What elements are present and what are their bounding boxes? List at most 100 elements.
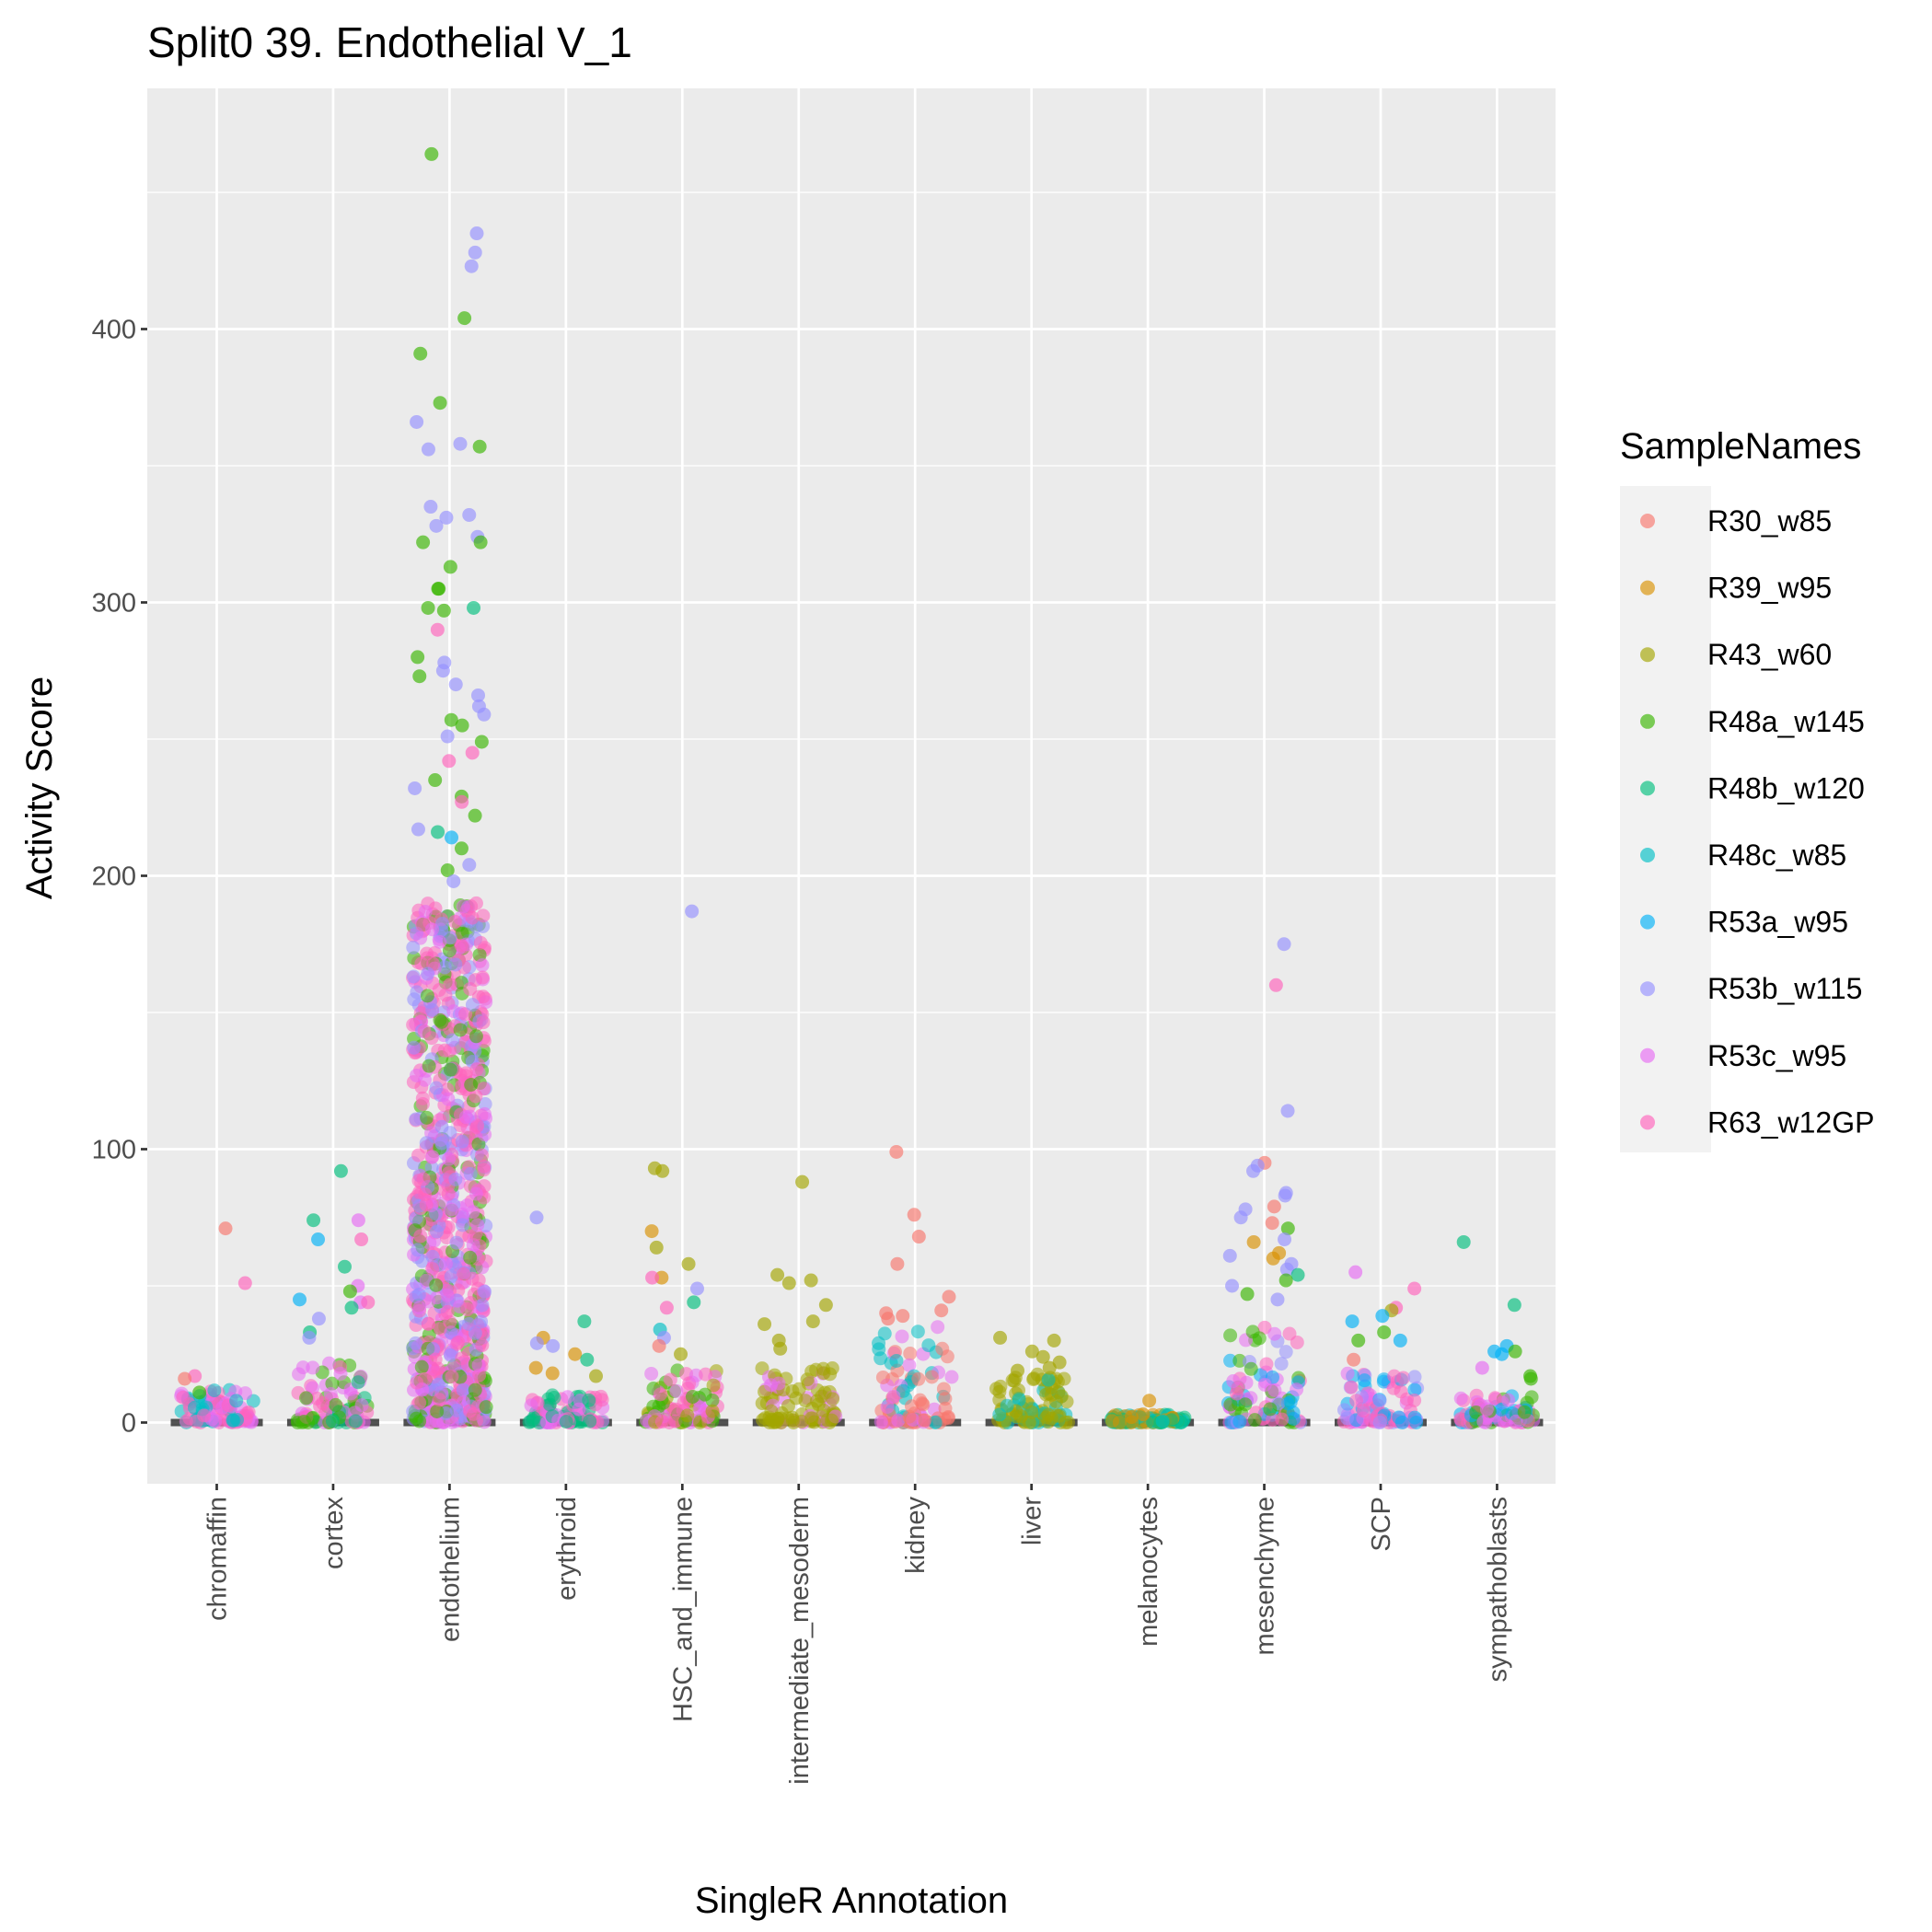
point-erythroid xyxy=(528,1360,543,1375)
point-endothelium xyxy=(409,1411,423,1426)
point-endothelium xyxy=(457,311,472,326)
y-tick-label: 100 xyxy=(92,1136,136,1165)
point-endothelium xyxy=(458,1007,473,1022)
point-endothelium xyxy=(408,781,422,795)
point-endothelium xyxy=(463,981,478,996)
point-endothelium xyxy=(420,989,434,1003)
point-endothelium xyxy=(438,1256,453,1271)
point-endothelium xyxy=(472,439,487,454)
point-endothelium xyxy=(406,940,421,954)
point-endothelium xyxy=(410,1068,424,1082)
point-hsc-and-immune xyxy=(659,1301,674,1315)
point-liver xyxy=(1013,1409,1028,1424)
point-kidney xyxy=(896,1309,910,1324)
point-mesenchyme xyxy=(1232,1414,1247,1429)
point-endothelium xyxy=(421,966,435,981)
point-liver xyxy=(1024,1344,1039,1359)
point-scp xyxy=(1407,1370,1422,1384)
point-hsc-and-immune xyxy=(669,1383,684,1398)
point-mesenchyme xyxy=(1263,1402,1278,1417)
point-intermediate-mesoderm xyxy=(824,1413,839,1428)
point-endothelium xyxy=(453,436,468,451)
point-intermediate-mesoderm xyxy=(755,1396,769,1411)
point-scp xyxy=(1349,1394,1364,1408)
point-endothelium xyxy=(439,510,454,525)
point-erythroid xyxy=(526,1413,540,1428)
point-cortex xyxy=(333,1163,348,1178)
point-scp xyxy=(1396,1371,1411,1385)
point-endothelium xyxy=(434,1119,449,1134)
point-endothelium xyxy=(446,873,461,888)
point-kidney xyxy=(921,1338,936,1353)
legend-label-r53c-w95: R53c_w95 xyxy=(1707,1039,1846,1072)
point-scp xyxy=(1407,1281,1422,1296)
point-mesenchyme xyxy=(1225,1278,1240,1293)
point-endothelium xyxy=(455,1351,469,1366)
point-endothelium xyxy=(418,1187,433,1202)
point-kidney xyxy=(934,1303,949,1318)
point-endothelium xyxy=(421,442,435,457)
point-cortex xyxy=(354,1398,369,1413)
point-endothelium xyxy=(455,1134,469,1149)
point-scp xyxy=(1375,1309,1390,1324)
point-hsc-and-immune xyxy=(652,1338,666,1353)
point-liver xyxy=(1035,1349,1050,1364)
point-melanocytes xyxy=(1155,1414,1170,1429)
point-endothelium xyxy=(434,1014,449,1029)
x-tick-label-chromaffin: chromaffin xyxy=(203,1497,233,1621)
point-endothelium xyxy=(468,245,482,260)
point-endothelium xyxy=(477,1163,492,1177)
point-cortex xyxy=(351,1213,365,1228)
point-endothelium xyxy=(476,908,491,923)
point-melanocytes xyxy=(1112,1415,1127,1429)
point-mesenchyme xyxy=(1274,1357,1289,1371)
point-sympathoblasts xyxy=(1517,1405,1532,1419)
point-endothelium xyxy=(441,1092,456,1106)
point-endothelium xyxy=(469,896,483,910)
point-endothelium xyxy=(443,978,457,992)
point-hsc-and-immune xyxy=(687,1295,701,1310)
legend-label-r30-w85: R30_w85 xyxy=(1707,504,1832,538)
point-cortex xyxy=(313,1399,328,1414)
point-endothelium xyxy=(408,1336,422,1350)
point-mesenchyme xyxy=(1265,1216,1279,1231)
point-kidney xyxy=(911,1230,926,1244)
point-intermediate-mesoderm xyxy=(758,1317,772,1332)
point-kidney xyxy=(904,1399,919,1414)
point-mesenchyme xyxy=(1247,1413,1262,1428)
point-endothelium xyxy=(425,1150,440,1164)
point-liver xyxy=(1042,1360,1057,1375)
legend-label-r63-w12gp: R63_w12GP xyxy=(1707,1105,1874,1139)
point-cortex xyxy=(306,1381,320,1395)
point-endothelium xyxy=(411,1148,426,1163)
point-endothelium xyxy=(464,259,479,273)
point-hsc-and-immune xyxy=(674,1347,688,1361)
y-tick-label: 0 xyxy=(121,1409,136,1439)
point-intermediate-mesoderm xyxy=(804,1273,818,1288)
point-cortex xyxy=(354,1232,369,1247)
point-endothelium xyxy=(426,1342,441,1357)
point-mesenchyme xyxy=(1259,1357,1274,1371)
point-cortex xyxy=(306,1360,320,1375)
point-kidney xyxy=(931,1320,945,1335)
point-endothelium xyxy=(462,507,477,522)
point-endothelium xyxy=(464,1078,479,1093)
point-kidney xyxy=(891,1413,906,1428)
point-cortex xyxy=(296,1415,311,1429)
point-kidney xyxy=(941,1410,955,1425)
point-endothelium xyxy=(429,1081,444,1095)
point-kidney xyxy=(880,1399,895,1414)
point-erythroid xyxy=(582,1393,596,1407)
point-mesenchyme xyxy=(1290,1335,1304,1349)
point-endothelium xyxy=(444,1202,458,1217)
point-endothelium xyxy=(448,677,463,692)
point-chromaffin xyxy=(197,1408,212,1423)
x-tick-label-endothelium: endothelium xyxy=(435,1497,465,1642)
point-endothelium xyxy=(469,1062,484,1077)
x-tick-label-kidney: kidney xyxy=(901,1497,931,1574)
point-cortex xyxy=(307,1213,321,1228)
point-endothelium xyxy=(430,1404,445,1418)
point-endothelium xyxy=(445,1033,459,1047)
point-endothelium xyxy=(448,957,463,972)
point-mesenchyme xyxy=(1223,1397,1238,1412)
